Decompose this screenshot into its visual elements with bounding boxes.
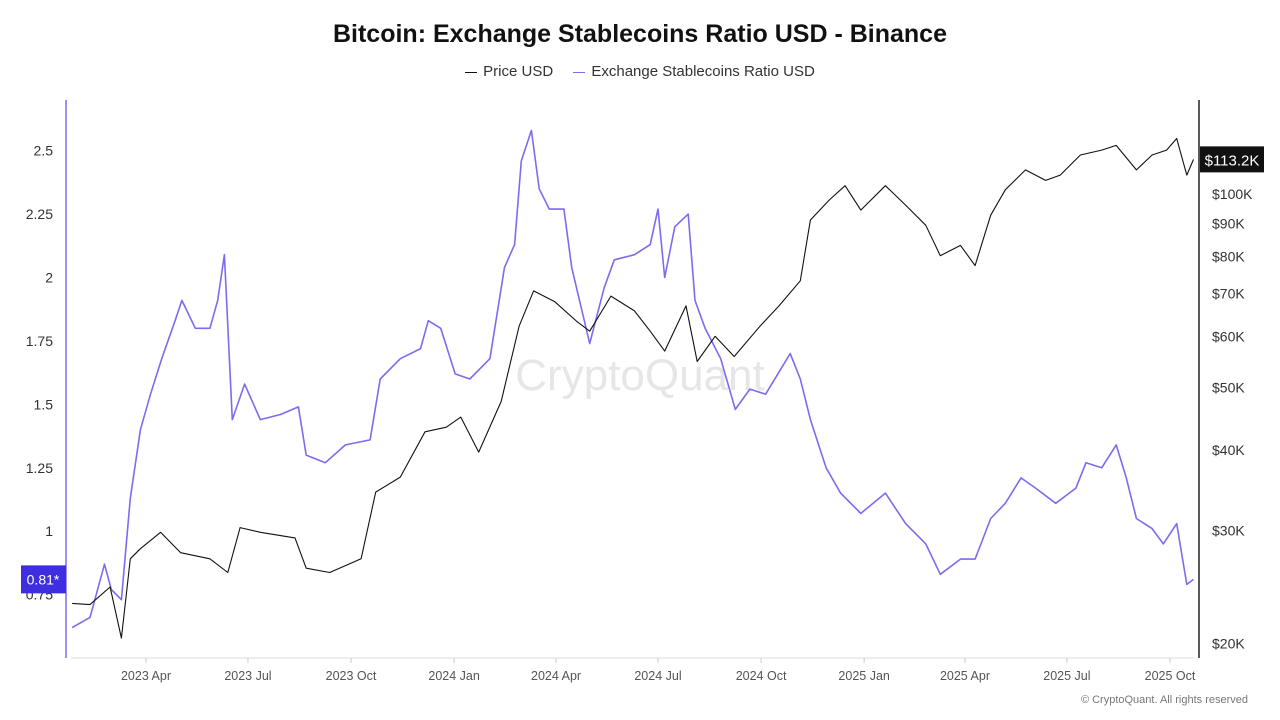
right-tick-label: $80K: [1212, 248, 1245, 264]
x-tick-label: 2024 Jul: [634, 669, 681, 683]
left-tick-label: 1.5: [34, 396, 54, 412]
price-series-line: [72, 137, 1195, 639]
left-tick-label: 1.75: [26, 333, 53, 349]
ratio-last-value-label: 0.81*: [27, 571, 60, 587]
chart-title: Bitcoin: Exchange Stablecoins Ratio USD …: [332, 20, 947, 48]
x-tick-label: 2025 Apr: [940, 669, 990, 683]
left-tick-label: 2: [45, 270, 53, 286]
left-tick-label: 2.25: [26, 206, 53, 222]
x-tick-label: 2023 Jul: [224, 669, 271, 683]
copyright-footer: © CryptoQuant. All rights reserved: [1080, 694, 1248, 706]
x-tick-label: 2024 Oct: [736, 669, 787, 683]
price-swatch-icon: [465, 71, 478, 73]
right-tick-label: $50K: [1212, 380, 1245, 396]
right-tick-label: $20K: [1212, 636, 1245, 652]
watermark: CryptoQuant: [515, 351, 764, 400]
x-tick-label: 2024 Jan: [428, 669, 479, 683]
legend-item-ratio[interactable]: Exchange Stablecoins Ratio USD: [573, 63, 815, 80]
legend-item-price[interactable]: Price USD: [465, 63, 553, 80]
right-tick-label: $70K: [1212, 286, 1245, 302]
right-tick-label: $90K: [1212, 215, 1245, 231]
left-tick-label: 2.5: [34, 143, 54, 159]
ratio-swatch-icon: [573, 71, 586, 73]
right-tick-label: $100K: [1212, 186, 1253, 202]
legend-label-price: Price USD: [483, 63, 554, 80]
right-tick-label: $60K: [1212, 329, 1245, 345]
left-tick-label: 1.25: [26, 460, 53, 476]
x-tick-label: 2023 Apr: [121, 669, 171, 683]
right-tick-label: $30K: [1212, 522, 1245, 538]
price-last-value-badge: [1200, 146, 1264, 173]
x-tick-label: 2025 Jul: [1043, 669, 1090, 683]
ratio-last-value-badge: [21, 565, 66, 594]
legend: Price USD Exchange Stablecoins Ratio USD: [0, 63, 1280, 80]
x-tick-label: 2025 Jan: [838, 669, 889, 683]
price-last-value-label: $113.2K: [1205, 152, 1260, 169]
ratio-series-line: [71, 129, 1194, 629]
x-tick-label: 2023 Oct: [326, 669, 377, 683]
x-tick-label: 2025 Oct: [1145, 669, 1196, 683]
right-tick-label: $40K: [1212, 442, 1245, 458]
x-tick-label: 2024 Apr: [531, 669, 581, 683]
left-tick-label: 1: [45, 523, 53, 539]
legend-label-ratio: Exchange Stablecoins Ratio USD: [591, 63, 815, 80]
